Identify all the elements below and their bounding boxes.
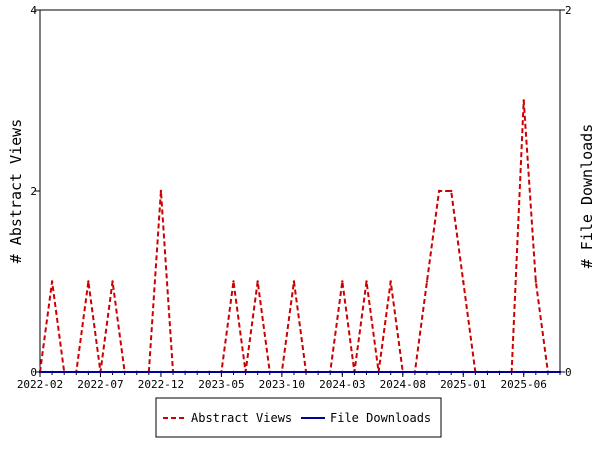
data-point-file-downloads [244, 370, 247, 374]
data-point-abstract-views [449, 189, 453, 193]
legend-label-file-downloads: File Downloads [330, 411, 431, 425]
data-point-file-downloads [353, 370, 356, 374]
data-point-abstract-views [534, 280, 538, 283]
data-point-file-downloads [38, 370, 42, 374]
data-point-abstract-views [425, 280, 429, 283]
data-point-file-downloads [111, 370, 114, 374]
y-tick-label-right: 0 [565, 366, 572, 379]
y-tick-label-left: 0 [30, 366, 37, 379]
data-point-file-downloads [75, 370, 78, 374]
data-point-file-downloads [147, 370, 151, 374]
data-point-file-downloads [413, 370, 417, 374]
y-axis-left-title: # Abstract Views [7, 119, 25, 264]
data-point-abstract-views [462, 280, 465, 283]
x-tick-label: 2025-06 [501, 378, 547, 391]
data-point-file-downloads [341, 370, 344, 374]
data-point-file-downloads [208, 370, 211, 374]
data-point-abstract-views [256, 280, 259, 283]
data-point-file-downloads [329, 370, 332, 374]
data-point-file-downloads [474, 370, 477, 374]
data-point-abstract-views [292, 280, 296, 283]
data-point-file-downloads [534, 370, 538, 374]
data-point-abstract-views [341, 280, 344, 283]
data-point-file-downloads [171, 370, 175, 374]
data-point-file-downloads [462, 370, 465, 374]
data-point-abstract-views [437, 189, 441, 193]
data-point-file-downloads [389, 370, 392, 374]
data-point-file-downloads [87, 370, 90, 374]
data-point-file-downloads [449, 370, 453, 374]
data-point-abstract-views [50, 280, 54, 283]
data-point-file-downloads [365, 370, 368, 374]
series-line-abstract-views [39, 100, 560, 373]
x-tick-label: 2023-10 [259, 378, 305, 391]
data-point-file-downloads [558, 370, 562, 374]
data-point-abstract-views [159, 189, 163, 193]
data-point-file-downloads [437, 370, 441, 374]
legend-box [155, 397, 442, 438]
x-tick-label: 2022-02 [17, 378, 63, 391]
y-tick-label-left: 4 [30, 4, 37, 17]
data-point-file-downloads [486, 370, 489, 374]
data-point-file-downloads [304, 370, 308, 374]
data-point-file-downloads [62, 370, 66, 374]
data-point-file-downloads [159, 370, 163, 374]
data-point-file-downloads [196, 370, 199, 374]
data-point-file-downloads [123, 370, 126, 374]
data-point-file-downloads [50, 370, 54, 374]
series-layer [38, 99, 562, 374]
data-point-abstract-views [365, 280, 368, 283]
legend: Abstract Views File Downloads [155, 397, 442, 438]
data-point-file-downloads [220, 370, 223, 374]
data-point-file-downloads [510, 370, 513, 374]
data-point-file-downloads [268, 370, 271, 374]
y-tick-label-left: 2 [30, 185, 37, 198]
data-point-abstract-views [232, 280, 235, 283]
x-tick-label: 2022-07 [77, 378, 123, 391]
data-point-file-downloads [425, 370, 429, 374]
data-point-file-downloads [280, 370, 284, 374]
data-point-file-downloads [316, 370, 320, 374]
data-point-abstract-views [522, 99, 525, 102]
x-tick-label: 2024-08 [380, 378, 426, 391]
data-point-file-downloads [546, 370, 550, 374]
data-point-file-downloads [99, 370, 102, 374]
y-axis-right-title: # File Downloads [578, 124, 596, 269]
x-tick-label: 2025-01 [440, 378, 486, 391]
data-point-abstract-views [389, 280, 392, 283]
data-point-file-downloads [232, 370, 235, 374]
data-point-abstract-views [111, 280, 114, 283]
legend-label-abstract-views: Abstract Views [191, 411, 292, 425]
data-point-file-downloads [292, 370, 296, 374]
axis-layer: 0 2 4 0 2 2022-02 2022-07 2022-12 2023-05 2023-10… [17, 4, 572, 391]
data-point-file-downloads [401, 370, 404, 374]
y-tick-label-right: 2 [565, 4, 572, 17]
data-point-file-downloads [183, 370, 187, 374]
data-point-file-downloads [377, 370, 380, 374]
x-tick-label: 2022-12 [138, 378, 184, 391]
data-point-file-downloads [135, 370, 138, 374]
x-tick-label: 2024-03 [319, 378, 365, 391]
x-tick-label: 2023-05 [198, 378, 244, 391]
data-point-file-downloads [522, 370, 525, 374]
data-point-abstract-views [87, 280, 90, 283]
data-point-file-downloads [256, 370, 259, 374]
data-point-file-downloads [498, 370, 501, 374]
